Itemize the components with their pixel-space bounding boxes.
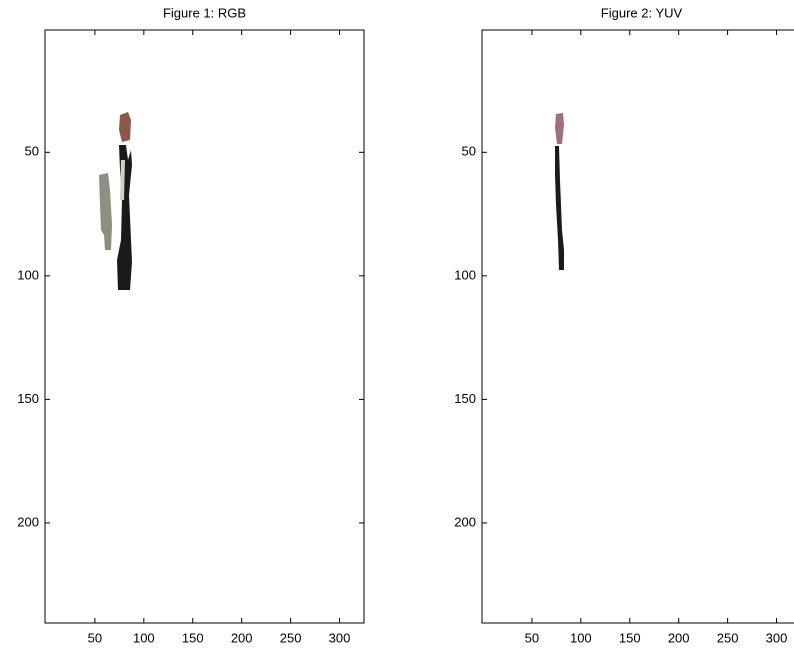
axes-box bbox=[44, 29, 365, 624]
x-tick-label: 100 bbox=[133, 630, 155, 645]
blob bbox=[119, 112, 131, 142]
chart-title: Figure 1: RGB bbox=[163, 5, 246, 20]
x-tick-label: 150 bbox=[619, 630, 641, 645]
axes-box bbox=[481, 29, 794, 624]
y-tick-label: 150 bbox=[454, 391, 476, 406]
y-tick-label: 200 bbox=[17, 514, 39, 529]
blob bbox=[120, 160, 125, 200]
x-tick-label: 200 bbox=[668, 630, 690, 645]
image-content bbox=[555, 113, 564, 270]
blob bbox=[555, 146, 564, 270]
y-tick-label: 100 bbox=[454, 267, 476, 282]
y-tick-label: 200 bbox=[454, 514, 476, 529]
blob bbox=[555, 113, 564, 144]
y-tick-label: 50 bbox=[25, 144, 39, 159]
x-tick-label: 100 bbox=[570, 630, 592, 645]
x-tick-label: 200 bbox=[231, 630, 253, 645]
y-tick-label: 50 bbox=[462, 144, 476, 159]
x-tick-label: 50 bbox=[525, 630, 539, 645]
blob bbox=[99, 173, 112, 250]
x-tick-label: 300 bbox=[329, 630, 351, 645]
x-tick-label: 250 bbox=[280, 630, 302, 645]
x-tick-label: 250 bbox=[717, 630, 739, 645]
x-tick-label: 50 bbox=[88, 630, 102, 645]
x-tick-label: 300 bbox=[766, 630, 788, 645]
y-tick-label: 150 bbox=[17, 391, 39, 406]
chart-title: Figure 2: YUV bbox=[601, 5, 683, 20]
image-content bbox=[99, 112, 132, 290]
x-tick-label: 150 bbox=[182, 630, 204, 645]
y-tick-label: 100 bbox=[17, 267, 39, 282]
